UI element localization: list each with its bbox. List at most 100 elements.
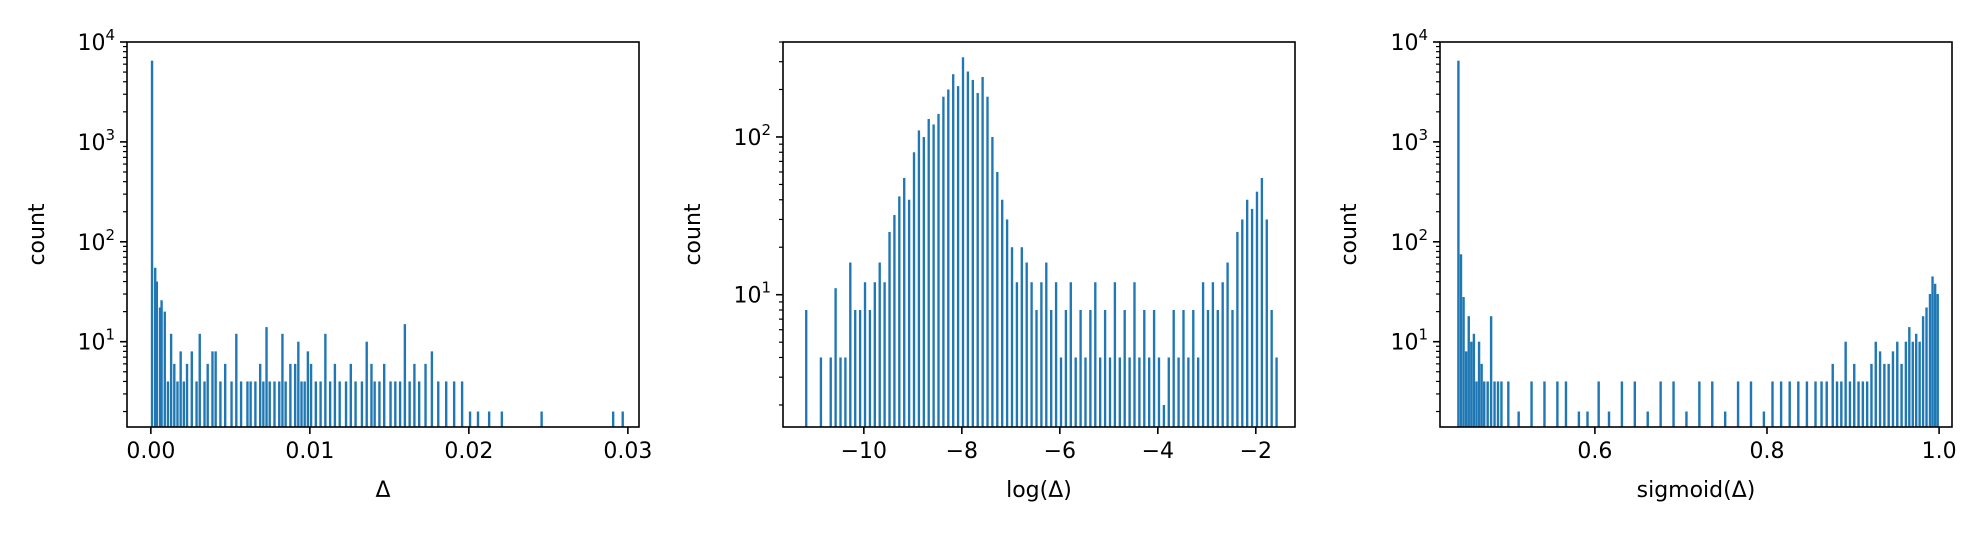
histogram-bar: [173, 363, 176, 427]
histogram-bar: [360, 381, 364, 427]
histogram-bar: [854, 310, 857, 427]
histogram-bar: [1493, 381, 1496, 427]
histogram-bar: [1084, 357, 1087, 427]
histogram-bar: [1500, 381, 1503, 427]
histogram-bar: [1788, 381, 1791, 427]
histogram-bar: [1457, 60, 1460, 427]
y-tick-label: 102: [733, 121, 771, 151]
histogram-bar: [1530, 381, 1533, 427]
histogram-bar: [1133, 282, 1136, 427]
x-tick-label: 1.0: [1922, 439, 1957, 464]
histogram-bar: [1887, 363, 1890, 427]
histogram-bar: [1089, 310, 1092, 427]
histogram-bar: [413, 363, 416, 427]
histogram-bar: [185, 363, 189, 427]
histogram-bar: [1064, 310, 1068, 427]
histogram-bar: [1771, 381, 1774, 427]
histogram-bar: [163, 311, 166, 427]
histogram-bar: [1797, 381, 1800, 427]
histogram-bar: [952, 74, 955, 427]
x-tick-label: 0.00: [126, 439, 175, 464]
histogram-bar: [1475, 381, 1478, 427]
histogram-bar: [1831, 363, 1834, 427]
histogram-bar: [1015, 282, 1019, 427]
histogram-bar: [249, 381, 252, 427]
panel-log-delta-frame: [782, 41, 1296, 428]
histogram-bar: [1157, 357, 1161, 427]
y-tick-label: 103: [1390, 126, 1428, 156]
histogram-bar: [1221, 282, 1224, 427]
histogram-bar: [1556, 381, 1559, 427]
histogram-bar: [460, 381, 464, 427]
y-tick-label: 101: [77, 326, 115, 356]
histogram-bar: [903, 177, 906, 427]
histogram-bar: [278, 381, 281, 427]
histogram-bar: [1459, 254, 1463, 427]
histogram-bar: [324, 333, 327, 427]
histogram-bar: [1123, 310, 1126, 427]
histogram-bar: [1260, 177, 1264, 427]
histogram-bar: [1470, 341, 1473, 427]
histogram-bar: [500, 411, 504, 427]
histogram-bar: [1143, 310, 1146, 427]
histogram-bar: [1236, 231, 1239, 427]
histogram-bar: [223, 363, 227, 427]
x-tick-label: 0.8: [1749, 439, 1784, 464]
histogram-bar: [1586, 411, 1589, 427]
histogram-bar: [1050, 310, 1053, 427]
histogram-bar: [1835, 381, 1839, 427]
y-tick-label: 103: [77, 126, 115, 156]
histogram-bar: [1211, 282, 1215, 427]
histogram-bar: [1805, 381, 1809, 427]
histogram-bar: [1148, 357, 1151, 427]
y-tick-label: 101: [1390, 326, 1428, 356]
histogram-bar: [1005, 219, 1009, 427]
histogram-bar: [211, 351, 214, 427]
histogram-bar: [1911, 341, 1914, 427]
panel-log-delta-y-ticks: 101 102: [733, 41, 783, 406]
histogram-bar: [383, 363, 386, 427]
histogram-bar: [844, 357, 847, 427]
histogram-bar: [1577, 411, 1581, 427]
histogram-bar: [281, 333, 284, 427]
histogram-bar: [1659, 381, 1662, 427]
histogram-bar: [839, 357, 842, 427]
histogram-bar: [1646, 411, 1649, 427]
histogram-bar: [937, 113, 940, 428]
panel-delta-bars: [150, 60, 624, 427]
histogram-bar: [1030, 282, 1033, 427]
histogram-bar: [888, 231, 891, 427]
x-tick-label: −4: [1142, 439, 1174, 464]
panel-log-delta-x-ticks: −10 −8 −6 −4 −2: [841, 427, 1272, 464]
histogram-bar: [206, 363, 209, 427]
histogram-bar: [878, 262, 881, 427]
histogram-bar: [1206, 310, 1210, 427]
histogram-bar: [991, 136, 994, 427]
histogram-bar: [1187, 357, 1190, 427]
histogram-bar: [1010, 247, 1014, 427]
histogram-bar: [1045, 262, 1048, 427]
y-tick-label: 101: [733, 279, 771, 309]
histogram-bar: [1698, 381, 1701, 427]
histogram-bar: [1162, 404, 1166, 427]
histogram-bar: [1925, 307, 1928, 427]
histogram-bar: [354, 381, 357, 427]
histogram-bar: [1255, 191, 1259, 427]
histogram-bar: [1607, 411, 1611, 427]
histogram-bar: [297, 341, 300, 427]
histogram-bar: [154, 267, 157, 427]
histogram-bar: [394, 381, 397, 427]
histogram-bar: [1723, 411, 1727, 427]
histogram-bar: [328, 381, 332, 427]
histogram-bar: [907, 199, 911, 427]
histogram-bar: [1870, 363, 1873, 427]
histogram-bar: [370, 363, 373, 427]
histogram-bar: [1861, 381, 1865, 427]
histogram-bar: [1241, 219, 1244, 427]
histogram-bar: [408, 381, 411, 427]
histogram-bar: [1483, 381, 1486, 427]
histogram-bar: [1177, 357, 1180, 427]
histogram-bar: [1250, 208, 1254, 427]
